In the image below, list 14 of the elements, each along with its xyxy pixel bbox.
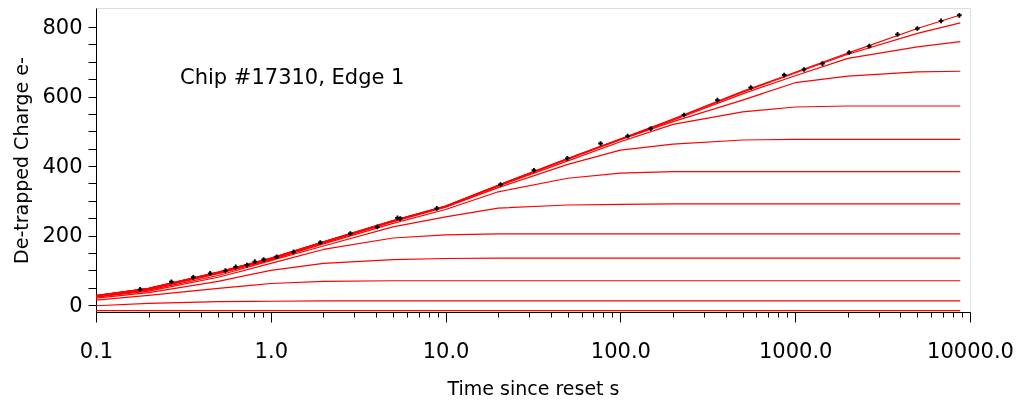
y-tick-label: 0 — [69, 292, 83, 317]
y-tick-label: 400 — [42, 153, 83, 178]
annotation: Chip #17310, Edge 1 — [180, 65, 405, 89]
x-tick-label: 10000.0 — [927, 338, 1014, 363]
y-tick-label: 600 — [42, 84, 83, 109]
x-tick-label: 1000.0 — [758, 338, 833, 363]
y-axis-title: De-trapped Charge e- — [10, 57, 33, 264]
x-axis-title: Time since reset s — [446, 376, 620, 399]
x-tick-label: 100.0 — [590, 338, 651, 363]
x-tick-label: 0.1 — [79, 338, 114, 363]
y-tick-label: 800 — [42, 14, 83, 39]
x-tick-label: 1.0 — [254, 338, 288, 363]
x-tick-label: 10.0 — [422, 338, 470, 363]
y-tick-label: 200 — [42, 223, 83, 248]
